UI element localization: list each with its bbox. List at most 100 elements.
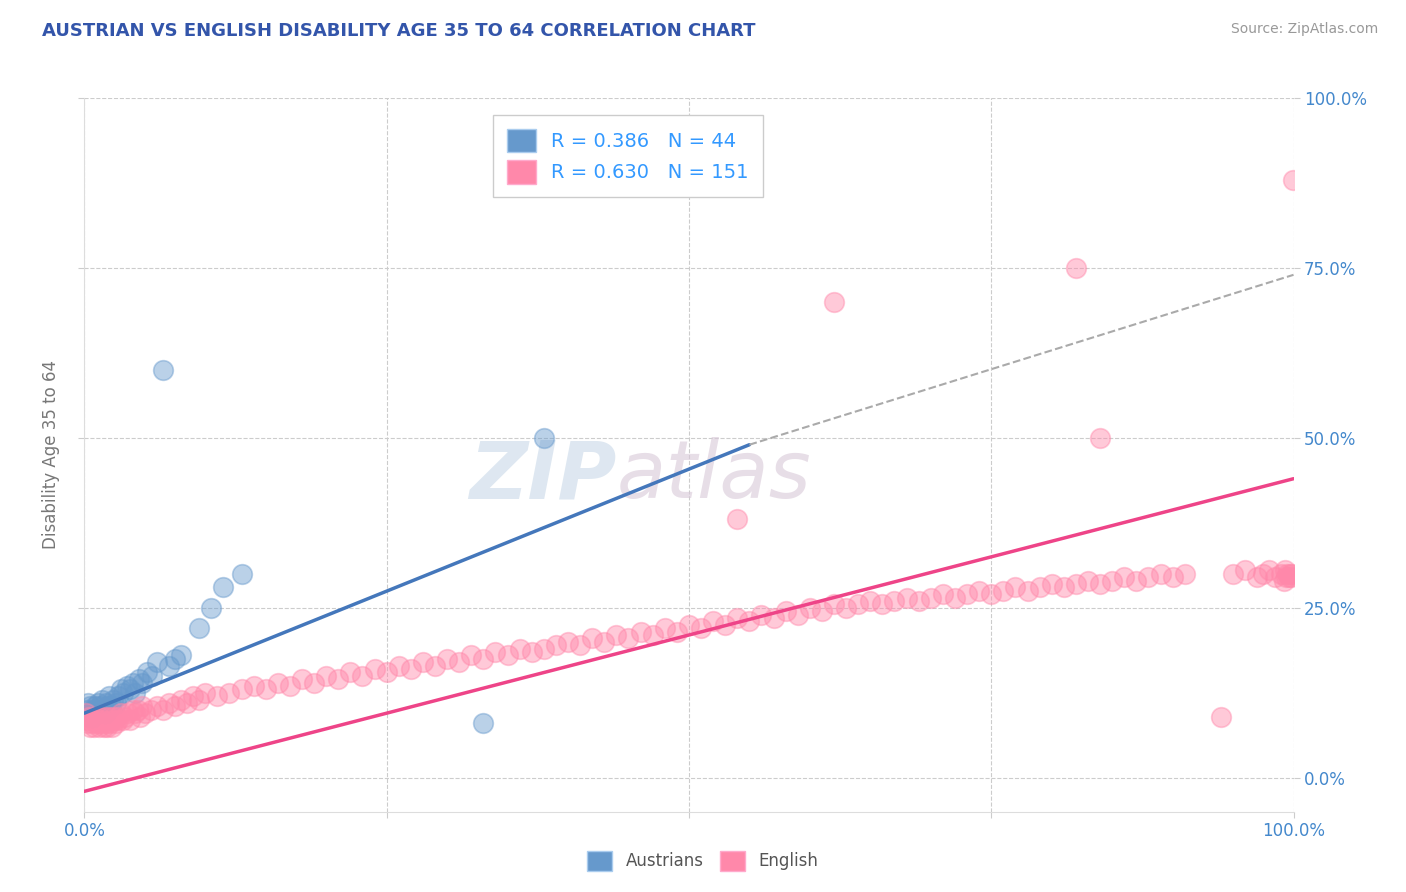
Legend: Austrians, English: Austrians, English [579, 842, 827, 880]
Point [80, 709, 103, 723]
Point [231, 682, 253, 697]
Point [107, 713, 129, 727]
Point [170, 648, 193, 663]
Point [90, 716, 112, 731]
Point [181, 689, 204, 703]
Point [1088, 577, 1111, 591]
Point [835, 600, 858, 615]
Point [436, 652, 458, 666]
Point [751, 607, 773, 622]
Point [363, 662, 385, 676]
Point [1174, 566, 1197, 581]
Point [762, 611, 785, 625]
Point [823, 295, 845, 310]
Point [956, 587, 979, 601]
Point [77, 713, 100, 727]
Point [90, 703, 112, 717]
Point [107, 689, 129, 703]
Point [291, 672, 314, 686]
Point [339, 665, 361, 680]
Point [176, 696, 198, 710]
Point [557, 635, 579, 649]
Point [267, 675, 290, 690]
Point [799, 600, 821, 615]
Point [89, 709, 111, 723]
Point [896, 591, 918, 605]
Point [83, 720, 105, 734]
Point [112, 713, 135, 727]
Point [104, 716, 127, 731]
Point [496, 648, 519, 663]
Point [152, 703, 174, 717]
Point [1281, 566, 1303, 581]
Point [859, 594, 882, 608]
Point [104, 696, 127, 710]
Point [242, 679, 264, 693]
Point [101, 720, 124, 734]
Point [967, 583, 990, 598]
Point [129, 709, 152, 723]
Point [1274, 564, 1296, 578]
Point [77, 709, 100, 723]
Point [115, 679, 138, 693]
Point [883, 594, 905, 608]
Point [77, 706, 100, 721]
Point [218, 686, 240, 700]
Point [89, 699, 111, 714]
Point [146, 699, 169, 714]
Point [278, 679, 301, 693]
Point [509, 641, 531, 656]
Point [1272, 574, 1295, 588]
Point [141, 669, 163, 683]
Point [352, 669, 374, 683]
Point [1278, 570, 1301, 584]
Point [1040, 577, 1063, 591]
Point [872, 598, 894, 612]
Point [581, 632, 603, 646]
Point [124, 706, 146, 721]
Point [124, 686, 146, 700]
Point [1125, 574, 1147, 588]
Point [702, 615, 724, 629]
Y-axis label: Disability Age 35 to 64: Disability Age 35 to 64 [42, 360, 60, 549]
Point [302, 675, 325, 690]
Point [605, 628, 627, 642]
Point [86, 716, 108, 731]
Point [79, 720, 101, 734]
Point [165, 652, 187, 666]
Point [93, 703, 115, 717]
Point [104, 713, 127, 727]
Point [114, 709, 136, 723]
Point [1246, 570, 1268, 584]
Point [1264, 570, 1286, 584]
Point [1279, 570, 1302, 584]
Point [75, 706, 97, 721]
Point [87, 706, 110, 721]
Point [103, 709, 125, 723]
Point [128, 672, 150, 686]
Point [1222, 566, 1244, 581]
Point [569, 638, 592, 652]
Text: Source: ZipAtlas.com: Source: ZipAtlas.com [1230, 22, 1378, 37]
Point [80, 716, 103, 731]
Point [654, 621, 676, 635]
Point [690, 621, 713, 635]
Point [83, 706, 105, 721]
Point [134, 706, 156, 721]
Point [231, 566, 253, 581]
Point [76, 716, 98, 731]
Point [725, 512, 748, 526]
Point [423, 658, 446, 673]
Point [520, 645, 543, 659]
Point [120, 713, 142, 727]
Point [94, 706, 117, 721]
Point [82, 713, 104, 727]
Point [823, 598, 845, 612]
Point [472, 652, 495, 666]
Point [131, 675, 153, 690]
Point [98, 716, 121, 731]
Point [315, 669, 337, 683]
Point [920, 591, 942, 605]
Point [738, 615, 761, 629]
Point [617, 632, 640, 646]
